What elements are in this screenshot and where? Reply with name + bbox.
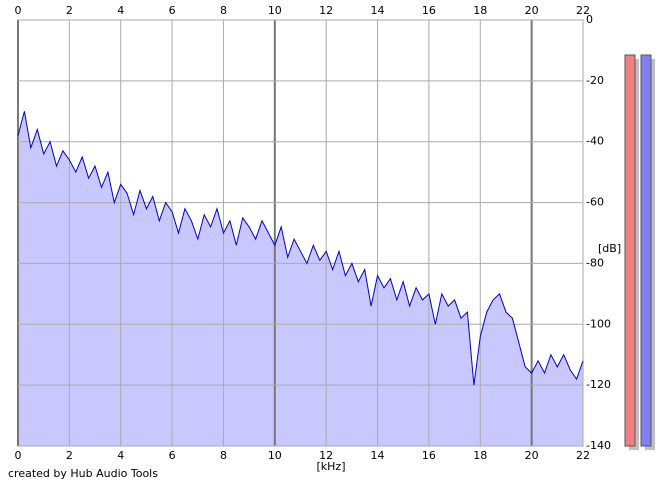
footer: created by Hub Audio Tools: [8, 467, 158, 480]
x-tick-label: 10: [268, 449, 282, 462]
x-tick-label: 8: [220, 449, 227, 462]
x-tick-label: 16: [422, 449, 436, 462]
y-axis-label: [dB]: [598, 242, 621, 255]
y-tick-label: -120: [586, 378, 611, 391]
x-tick-label: 20: [525, 449, 539, 462]
x-tick-label: 4: [117, 449, 124, 462]
x-tick-label-top: 14: [371, 4, 385, 17]
spectrum-line: [17, 111, 584, 386]
x-tick-label-top: 20: [525, 4, 539, 17]
x-tick-label: 14: [371, 449, 385, 462]
x-axis-label: [kHz]: [317, 460, 346, 473]
x-tick-label: 2: [66, 449, 73, 462]
meter-right: [640, 54, 652, 447]
x-tick-label-top: 16: [422, 4, 436, 17]
x-tick-label-top: 10: [268, 4, 282, 17]
x-tick-label-top: 4: [117, 4, 124, 17]
x-tick-label-top: 0: [15, 4, 22, 17]
x-tick-label: 12: [319, 449, 333, 462]
y-tick-label: 0: [586, 13, 593, 26]
x-tick-label-top: 18: [473, 4, 487, 17]
x-tick-label: 18: [473, 449, 487, 462]
y-tick-label: -80: [586, 256, 604, 269]
x-tick-label-top: 12: [319, 4, 333, 17]
y-tick-label: -100: [586, 317, 611, 330]
area-fill: [18, 111, 583, 447]
x-tick-label-top: 2: [66, 4, 73, 17]
y-tick-label: -60: [586, 196, 604, 209]
x-tick-label: 6: [169, 449, 176, 462]
x-tick-label: 22: [576, 449, 590, 462]
x-tick-label-top: 6: [169, 4, 176, 17]
x-tick-label-top: 22: [576, 4, 590, 17]
x-tick-label-top: 8: [220, 4, 227, 17]
y-tick-label: -140: [586, 439, 611, 452]
x-tick-label: 0: [15, 449, 22, 462]
y-tick-label: -20: [586, 74, 604, 87]
meter-left: [624, 54, 636, 447]
y-tick-label: -40: [586, 135, 604, 148]
